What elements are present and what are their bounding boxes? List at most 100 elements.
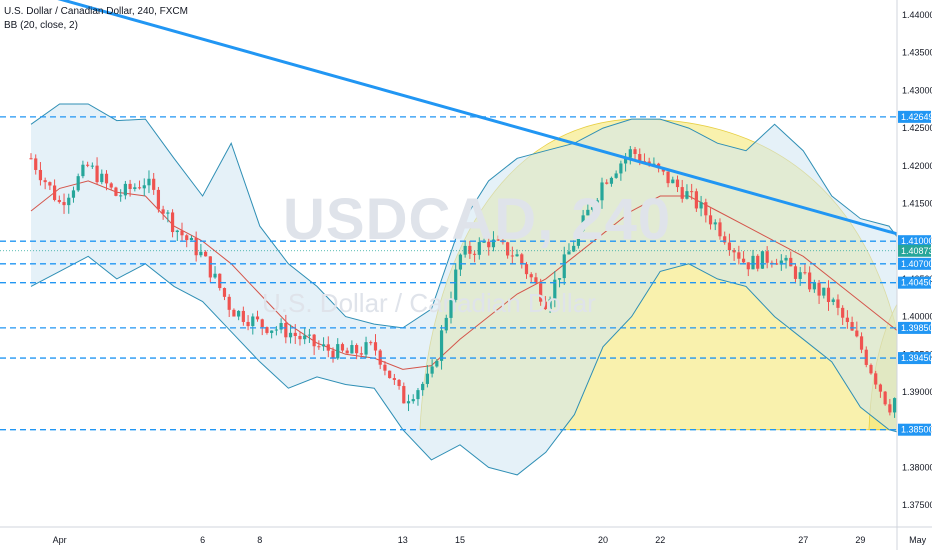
- level-price-label-bg: [898, 110, 931, 123]
- candle-body: [826, 287, 831, 302]
- candle-body: [449, 299, 453, 318]
- time-tick-label: 8: [257, 535, 262, 545]
- level-price-label-bg: [898, 423, 931, 436]
- candle-body: [723, 236, 727, 243]
- candle-body: [48, 182, 52, 186]
- candle-body: [232, 309, 236, 317]
- candle-body: [213, 273, 217, 278]
- candle-body: [208, 256, 212, 278]
- candle-body: [81, 164, 85, 177]
- level-price-label: 1.40700: [901, 259, 932, 269]
- candle-body: [869, 364, 873, 374]
- candle-body: [350, 345, 354, 354]
- candle-body: [307, 334, 312, 336]
- candle-body: [312, 334, 316, 347]
- candle-body: [52, 185, 57, 200]
- price-tick-label: 1.44000: [902, 10, 932, 20]
- candle-body: [388, 370, 392, 379]
- candle-body: [633, 149, 637, 155]
- candle-body: [331, 350, 335, 359]
- candle-body: [170, 212, 175, 233]
- candle-body: [458, 254, 463, 270]
- candle-body: [529, 274, 533, 278]
- level-price-label: 1.38500: [901, 425, 932, 435]
- candle-body: [147, 178, 151, 186]
- candle-body: [732, 250, 736, 253]
- candle-body: [270, 330, 274, 333]
- candle-body: [86, 164, 90, 166]
- time-tick-label: 29: [855, 535, 865, 545]
- candle-body: [76, 176, 80, 191]
- candle-body: [619, 163, 623, 174]
- indicator-title[interactable]: BB (20, close, 2): [4, 20, 78, 31]
- candle-body: [373, 342, 378, 351]
- time-tick-label: 15: [455, 535, 465, 545]
- candle-body: [119, 195, 123, 197]
- candle-body: [477, 242, 481, 255]
- candle-body: [166, 212, 170, 214]
- candle-body: [128, 183, 132, 190]
- candle-body: [850, 322, 854, 331]
- candle-body: [798, 272, 802, 279]
- last-price-label: 1.40873: [901, 246, 932, 256]
- candle-body: [553, 279, 557, 300]
- bb-basis-line: [30, 180, 897, 370]
- candle-body: [67, 197, 71, 206]
- candle-body: [661, 168, 665, 172]
- candle-body: [713, 222, 717, 225]
- candle-body: [831, 299, 835, 302]
- candle-body: [34, 158, 38, 170]
- level-price-label: 1.39450: [901, 353, 932, 363]
- candle-body: [902, 383, 905, 385]
- time-tick-label: Apr: [53, 535, 67, 545]
- candle-body: [491, 239, 496, 248]
- candle-body: [912, 369, 915, 370]
- candle-body: [109, 183, 113, 188]
- candle-body: [411, 399, 415, 402]
- candle-body: [841, 307, 845, 318]
- candle-body: [293, 332, 297, 336]
- candle-body: [416, 390, 420, 400]
- candle-body: [685, 191, 689, 199]
- candle-body: [878, 384, 883, 392]
- price-tick-label: 1.41500: [902, 199, 932, 209]
- candle-body: [760, 251, 765, 269]
- candle-body: [520, 254, 524, 265]
- candle-body: [246, 321, 250, 327]
- candle-body: [104, 173, 109, 184]
- candle-body: [836, 299, 840, 308]
- candle-body: [189, 237, 194, 241]
- candle-body: [227, 296, 231, 310]
- candle-body: [874, 373, 878, 385]
- candle-body: [251, 316, 255, 327]
- time-tick-label: May: [909, 535, 927, 545]
- candle-body: [926, 340, 929, 344]
- candle-body: [392, 378, 396, 380]
- level-price-label-bg: [898, 352, 931, 365]
- last-price-label-bg: [898, 244, 931, 257]
- candle-body: [355, 345, 359, 354]
- candle-body: [326, 344, 330, 351]
- candle-body: [623, 157, 628, 164]
- symbol-title[interactable]: U.S. Dollar / Canadian Dollar, 240, FXCM: [4, 6, 188, 17]
- candle-body: [95, 165, 99, 183]
- candle-body: [62, 202, 66, 206]
- bb-upper-line: [30, 103, 897, 329]
- candle-body: [671, 179, 675, 184]
- candle-body: [883, 391, 887, 405]
- candle-body: [789, 257, 793, 267]
- candle-body: [137, 187, 142, 189]
- candle-body: [779, 260, 783, 265]
- candle-body: [487, 241, 491, 248]
- candle-body: [548, 299, 552, 310]
- level-price-label: 1.40450: [901, 278, 932, 288]
- candle-body: [817, 282, 821, 296]
- candle-body: [340, 344, 345, 351]
- candle-body: [359, 353, 363, 355]
- candle-body: [241, 310, 245, 322]
- candle-body: [444, 317, 448, 331]
- candle-body: [123, 183, 127, 196]
- price-tick-label: 1.38000: [902, 462, 932, 472]
- candle-body: [595, 200, 599, 208]
